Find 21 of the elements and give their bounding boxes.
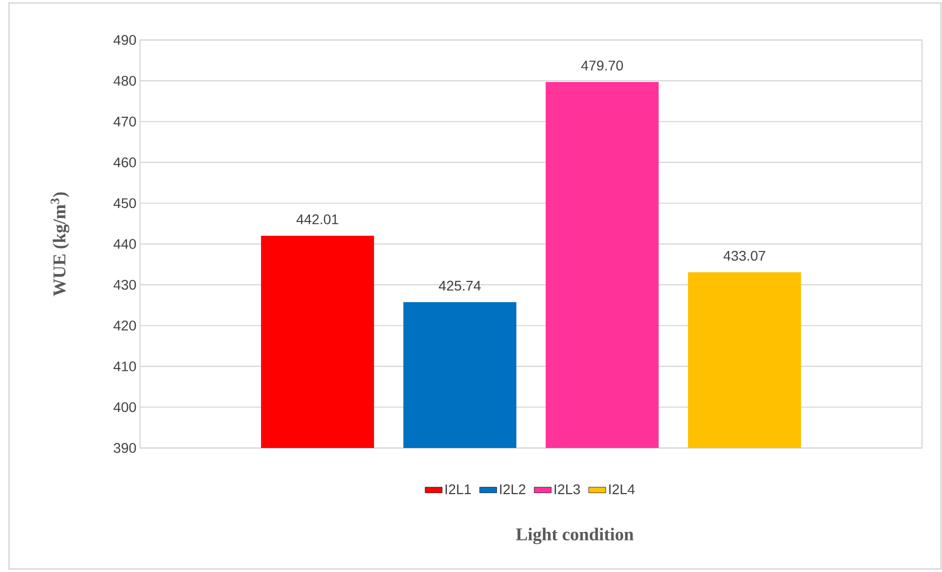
legend-label: I2L1 [446,484,471,494]
data-label: 442.01 [296,214,338,224]
data-label: 479.70 [581,60,623,70]
y-axis-title: WUE (kg/m$^{3}$) [50,192,70,296]
y-tick-label: 400 [114,402,136,412]
y-tick-label: 480 [114,76,136,86]
legend-label: I2L4 [609,484,635,494]
y-tick-label: 470 [114,116,136,127]
legend-label: I2L3 [554,484,580,494]
legend-label: I2L2 [500,484,526,494]
y-tick-label: 390 [114,443,136,453]
data-label: 433.07 [723,250,766,261]
x-axis-title: Light condition [516,528,634,544]
y-tick-label: 440 [114,239,136,249]
y-tick-label: 490 [114,35,136,45]
y-tick-label: 460 [114,157,136,168]
y-tick-label: 450 [114,198,136,208]
y-tick-label: 410 [114,361,136,372]
y-tick-label: 420 [114,320,136,331]
data-label: 425.74 [438,280,481,291]
y-tick-label: 430 [114,280,136,290]
